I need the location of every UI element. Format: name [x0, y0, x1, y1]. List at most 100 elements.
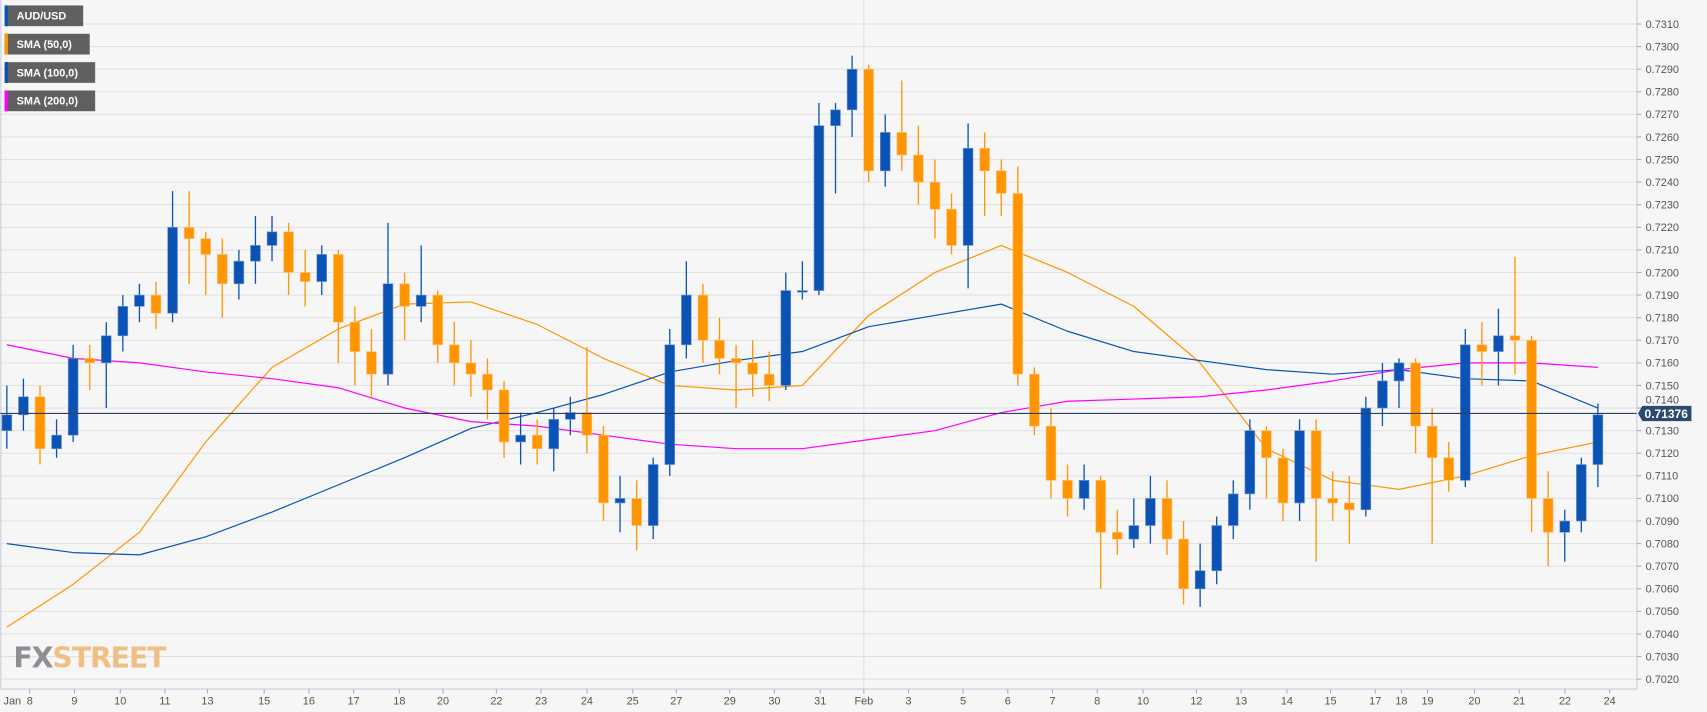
x-tick-label: 30: [768, 695, 780, 707]
candle-body: [1095, 480, 1106, 533]
bearish-candle: [1029, 367, 1040, 436]
candle-body: [913, 154, 924, 183]
bearish-candle: [1062, 464, 1073, 517]
x-tick-label: 13: [201, 695, 213, 707]
legend-item-sma-200[interactable]: SMA (200,0): [4, 90, 96, 112]
candle-body: [996, 170, 1007, 194]
candle-body: [1244, 430, 1256, 495]
bullish-candle: [1576, 457, 1587, 533]
y-tick-label: 0.7130: [1646, 425, 1679, 437]
candle-body: [415, 294, 427, 307]
candle-body: [1327, 498, 1338, 504]
candle-body: [1393, 362, 1405, 382]
y-tick-label: 0.7080: [1646, 538, 1679, 550]
x-tick-label: 18: [1395, 695, 1407, 707]
candle-body: [84, 358, 95, 364]
bullish-candle: [548, 408, 559, 472]
candle-body: [217, 254, 228, 285]
y-tick-label: 0.7290: [1646, 64, 1679, 76]
candle-body: [714, 339, 725, 359]
bullish-candle: [250, 216, 261, 284]
watermark-fx: FX: [13, 641, 53, 674]
x-tick-label: 17: [348, 695, 360, 707]
bearish-candle: [896, 80, 908, 171]
bearish-candle: [763, 351, 775, 402]
candle-body: [1128, 525, 1140, 540]
x-tick-label: 6: [1005, 695, 1011, 707]
candle-body: [1426, 425, 1438, 459]
bearish-candle: [1509, 256, 1521, 375]
candle-body: [1178, 538, 1189, 590]
bullish-candle: [1194, 543, 1206, 607]
bearish-candle: [697, 283, 709, 363]
candle-body: [1112, 531, 1123, 540]
y-axis: 0.7310 0.7300 0.7290 0.7280 0.7270 0.7260 0.72…: [1636, 0, 1679, 690]
candle-body: [382, 283, 394, 375]
bullish-candle: [1559, 509, 1570, 562]
candle-body: [1493, 335, 1504, 352]
candle-body: [366, 351, 377, 375]
y-tick-label: 0.7070: [1646, 561, 1679, 573]
bearish-candle: [465, 340, 477, 397]
candle-body: [1194, 570, 1206, 590]
bullish-candle: [1228, 480, 1239, 540]
bullish-candle: [647, 457, 659, 540]
bullish-candle: [681, 261, 692, 359]
bearish-candle: [1012, 166, 1024, 386]
bullish-candle: [1, 385, 13, 449]
bullish-candle: [51, 419, 62, 458]
candle-body: [1062, 480, 1073, 499]
bullish-candle: [614, 475, 626, 533]
bearish-candle: [150, 281, 162, 329]
candle-body: [548, 419, 559, 450]
bullish-candle: [1377, 362, 1388, 427]
bullish-candle: [1360, 396, 1372, 517]
candle-body: [1145, 498, 1156, 526]
x-tick-label: 3: [906, 695, 912, 707]
watermark-street: STREET: [52, 641, 167, 674]
bearish-candle: [1161, 480, 1173, 555]
x-tick-label: 13: [1235, 695, 1247, 707]
legend-label: AUD/USD: [17, 11, 67, 23]
y-tick-label: 0.7170: [1646, 335, 1679, 347]
x-tick-label: 22: [490, 695, 502, 707]
candle-body: [681, 294, 692, 346]
candle-body: [101, 335, 112, 364]
candle-body: [879, 132, 891, 172]
candle-body: [34, 396, 46, 450]
x-tick-label: 31: [814, 695, 826, 707]
candle-body: [1576, 464, 1587, 522]
y-tick-label: 0.7270: [1646, 109, 1679, 121]
candle-body: [1410, 362, 1421, 427]
candle-body: [1012, 193, 1024, 375]
svg-text:FXSTREET: FXSTREET: [13, 641, 167, 674]
x-tick-label: 29: [724, 695, 736, 707]
legend-item-sma-100[interactable]: SMA (100,0): [4, 62, 96, 83]
y-tick-label: 0.7250: [1646, 154, 1679, 166]
x-tick-label: 11: [159, 695, 170, 707]
x-tick-label: 21: [1513, 695, 1525, 707]
legend-label: SMA (50,0): [17, 39, 73, 51]
candle-body: [117, 306, 129, 337]
bearish-candle: [929, 159, 941, 239]
bearish-candle: [996, 159, 1007, 217]
x-tick-label: 24: [1604, 695, 1616, 707]
y-tick-label: 0.7140: [1646, 395, 1679, 407]
candle-body: [18, 396, 29, 416]
x-tick-label: Feb: [854, 695, 873, 707]
bearish-candle: [979, 132, 990, 217]
legend-item-sma-50[interactable]: SMA (50,0): [4, 33, 90, 55]
legend-item-audusd[interactable]: AUD/USD: [4, 5, 84, 27]
candle-body: [349, 321, 361, 352]
candle-body: [333, 254, 344, 323]
bearish-candle: [432, 290, 443, 363]
y-tick-label: 0.7230: [1646, 200, 1679, 212]
price-tag-value: 0.71376: [1645, 407, 1689, 421]
bullish-candle: [515, 412, 526, 465]
candle-body: [299, 272, 311, 282]
bullish-candle: [1294, 419, 1305, 522]
price-tag-box: [1638, 405, 1692, 422]
candle-body: [531, 434, 543, 450]
candle-body: [1377, 380, 1388, 409]
bearish-candle: [399, 272, 410, 341]
